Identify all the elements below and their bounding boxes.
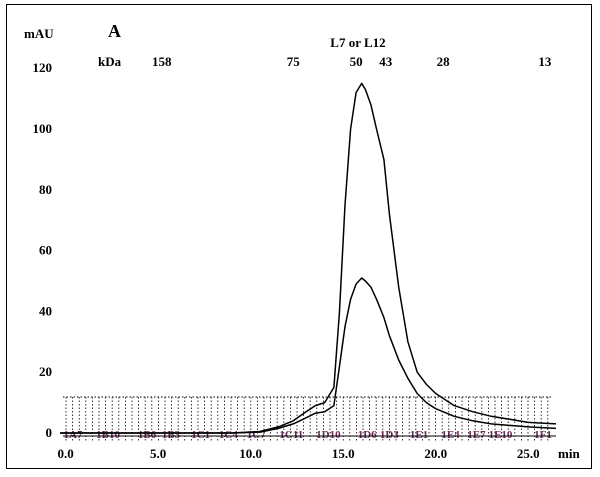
panel-label: A	[108, 21, 121, 41]
x-tick-label: 0.0	[57, 446, 73, 461]
mw-marker-label: 75	[287, 54, 301, 69]
mw-marker-label: 43	[379, 54, 393, 69]
y-tick-label: 100	[33, 121, 53, 136]
y-tick-label: 0	[46, 425, 53, 440]
y-tick-label: 80	[39, 182, 52, 197]
series-lines	[60, 82, 557, 437]
fraction-label: 1B10	[96, 429, 120, 441]
y-tick-label: 120	[33, 60, 53, 75]
x-axis-ticks: 0.0 5.0 10.0 15.0 20.0 25.0	[57, 446, 539, 461]
chart-frame	[6, 4, 592, 469]
series-line-2	[60, 277, 557, 434]
fraction-label: 1D10	[316, 429, 341, 441]
fraction-label: 1E10	[489, 429, 513, 441]
peak-annotation: L7 or L12	[330, 35, 385, 50]
y-axis-label: mAU	[24, 26, 54, 41]
fraction-label: 1C1	[191, 429, 210, 441]
fraction-label: 1C11	[279, 429, 303, 441]
x-tick-label: 20.0	[424, 446, 447, 461]
y-tick-label: 20	[39, 364, 52, 379]
series-line-1	[60, 82, 557, 434]
fraction-label: 1A7	[64, 429, 83, 441]
fraction-label: 1D3	[380, 429, 399, 441]
mw-unit-label: kDa	[98, 54, 122, 69]
mw-markers: 158 75 50 43 28 13 L7 or L12	[152, 35, 552, 69]
mw-marker-label: 158	[152, 54, 172, 69]
fraction-label: 1B6	[138, 429, 157, 441]
fraction-label: 1E4	[441, 429, 460, 441]
y-axis-ticks: 0 20 40 60 80 100 120	[33, 60, 53, 440]
y-tick-label: 60	[39, 243, 52, 258]
fraction-label: 1C4	[219, 429, 238, 441]
fraction-label: 1D6	[358, 429, 377, 441]
fraction-label: 1B3	[162, 429, 181, 441]
fraction-labels: 1A7 1B10 1B6 1B3 1C1 1C4 1C7 1C11 1D10 1D6 1D3 1E1 1…	[64, 429, 552, 441]
x-tick-label: 5.0	[150, 446, 166, 461]
mw-marker-label: 13	[538, 54, 552, 69]
mw-marker-label: 28	[437, 54, 451, 69]
mw-marker-label: 50	[350, 54, 363, 69]
fraction-label: 1E7	[467, 429, 486, 441]
x-tick-label: 15.0	[332, 446, 355, 461]
x-tick-label: 25.0	[517, 446, 540, 461]
fraction-label: 1F1	[534, 429, 552, 441]
x-tick-label: 10.0	[239, 446, 262, 461]
y-tick-label: 40	[39, 303, 52, 318]
fraction-label: 1E1	[410, 429, 428, 441]
x-axis-label: min	[558, 446, 580, 461]
